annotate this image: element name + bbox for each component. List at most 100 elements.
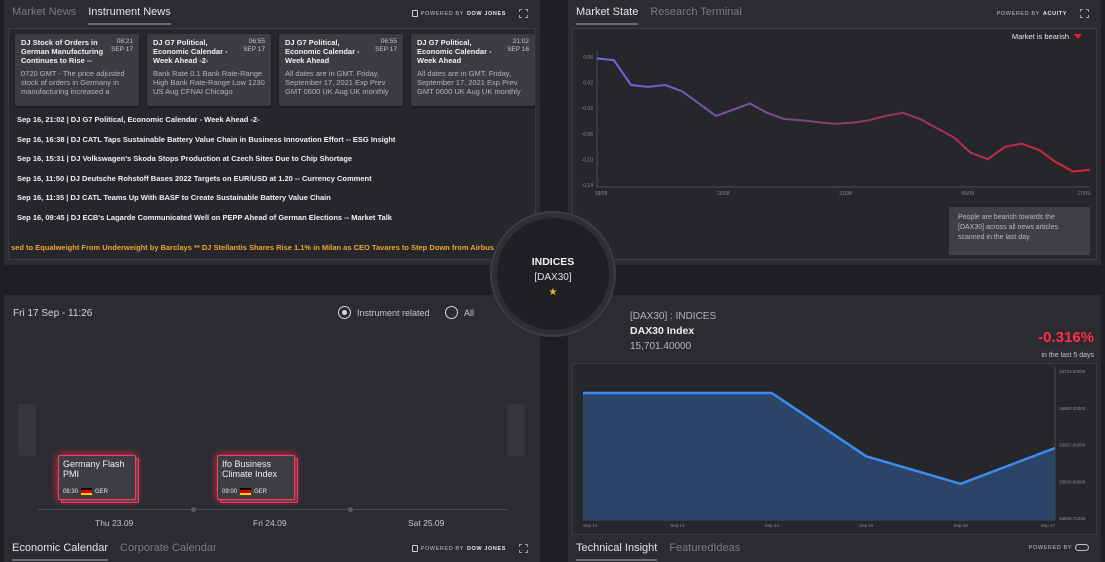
provider-logo-icon <box>1075 544 1089 551</box>
expand-icon[interactable] <box>519 9 528 18</box>
scroll-left-handle[interactable] <box>18 404 36 456</box>
powered-by-label: POWERED BY <box>996 10 1040 17</box>
filter-instrument-related[interactable]: Instrument related <box>338 306 430 319</box>
sentiment-chart-area: Market is bearish 0.06 0.02 -0.02 -0.06 -0.1… <box>572 28 1097 260</box>
headline-item[interactable]: Sep 16, 11:50 | DJ Deutsche Rohstoff Bas… <box>17 173 372 183</box>
instrument-header: [DAX30] : INDICES <box>630 311 717 322</box>
event-meta: 08:30 GER <box>63 488 108 495</box>
bearish-down-icon <box>1074 34 1082 39</box>
event-country: GER <box>95 488 109 495</box>
technical-tabs: Technical Insight FeaturedIdeas <box>576 542 740 561</box>
tab-market-news[interactable]: Market News <box>12 6 77 18</box>
news-tabs: Market News Instrument News <box>12 6 171 25</box>
event-time: 09:00 <box>222 488 238 495</box>
news-card-time: 06:55 SEP 17 <box>375 38 397 53</box>
y-tick-label: 15657.00000 <box>1059 443 1086 448</box>
news-card-body: All dates are in GMT. Friday, September … <box>285 69 389 96</box>
news-card-title: DJ G7 Political, Economic Calendar - Wee… <box>285 38 360 65</box>
filter-label: Instrument related <box>357 307 430 318</box>
y-tick-label: 0.02 <box>583 81 593 87</box>
filter-label: All <box>464 307 475 318</box>
news-card-title: DJ Stock of Orders in German Manufacturi… <box>21 38 104 65</box>
dow-jones-logo-icon <box>411 10 418 17</box>
event-meta: 09:00 GER <box>222 488 267 495</box>
headline-item[interactable]: Sep 16, 15:31 | DJ Volkswagen's Skoda St… <box>17 154 353 164</box>
expand-icon[interactable] <box>519 544 528 553</box>
tab-research-terminal[interactable]: Research Terminal <box>650 6 742 18</box>
tab-technical-insight[interactable]: Technical Insight <box>576 542 658 561</box>
headline-item[interactable]: Sep 16, 21:02 | DJ G7 Political, Economi… <box>17 115 260 124</box>
y-tick-label: 15630.00000 <box>1059 479 1086 484</box>
news-card[interactable]: DJ G7 Political, Economic Calendar - Wee… <box>411 34 535 106</box>
powered-by-provider: POWERED BY <box>1029 544 1089 551</box>
tab-instrument-news[interactable]: Instrument News <box>88 6 171 25</box>
headline-item[interactable]: Sep 16, 16:38 | DJ CATL Taps Sustainable… <box>17 134 396 144</box>
news-card-title: DJ G7 Political, Economic Calendar - Wee… <box>417 38 492 65</box>
headline-item[interactable]: Sep 16, 11:35 | DJ CATL Teams Up With BA… <box>17 193 331 203</box>
news-card[interactable]: DJ Stock of Orders in German Manufacturi… <box>15 34 139 106</box>
sentiment-line <box>596 57 1091 173</box>
x-tick-label: Sep 12 <box>583 523 598 528</box>
market-status-label: Market is bearish <box>1011 32 1069 41</box>
news-card[interactable]: DJ G7 Political, Economic Calendar - Wee… <box>279 34 403 106</box>
market-status: Market is bearish <box>1012 32 1082 41</box>
provider-label: DOW JONES <box>466 10 506 17</box>
instrument-value: 15,701.40000 <box>630 341 692 352</box>
scroll-right-handle[interactable] <box>507 404 525 456</box>
y-tick-label: -0.14 <box>582 183 594 189</box>
provider-label: DOW JONES <box>466 545 506 552</box>
news-cards: DJ Stock of Orders in German Manufacturi… <box>15 34 535 106</box>
filter-all[interactable]: All <box>445 306 474 319</box>
headline-item[interactable]: Sep 16, 09:45 | DJ ECB's Lagarde Communi… <box>17 212 392 222</box>
y-tick-label: 0.06 <box>583 55 593 61</box>
x-tick-label: Sep 16 <box>953 523 968 528</box>
day-label: Sat 25.09 <box>408 518 445 528</box>
price-chart: 15713.60000 15680.00000 15657.00000 15630.0… <box>583 367 1086 528</box>
news-content: DJ Stock of Orders in German Manufacturi… <box>8 28 536 260</box>
event-title: Ifo Business Climate Index <box>222 459 278 479</box>
calendar-panel: Fri 17 Sep - 11:26 Instrument related Al… <box>4 295 540 562</box>
headline-list: Sep 16, 21:02 | DJ G7 Political, Economi… <box>17 115 532 233</box>
calendar-tabs: Economic Calendar Corporate Calendar <box>12 542 217 561</box>
expand-icon[interactable] <box>1080 9 1089 18</box>
news-card-body: All dates are in GMT. Friday, September … <box>417 69 521 96</box>
favorite-star-icon[interactable]: ★ <box>548 287 558 298</box>
tab-economic-calendar[interactable]: Economic Calendar <box>12 542 108 561</box>
y-tick-label: 15680.00000 <box>1059 406 1086 411</box>
news-card-time: 06:55 SEP 17 <box>243 38 265 53</box>
x-tick-label: 19/08 <box>595 191 608 197</box>
radio-unselected-icon[interactable] <box>445 306 458 319</box>
timeline-dot <box>348 507 353 512</box>
news-panel: Market News Instrument News POWERED BY D… <box>4 0 540 265</box>
calendar-event[interactable]: Ifo Business Climate Index 09:00 GER <box>217 455 295 500</box>
news-card-body: 0720 GMT - The price adjusted stock of o… <box>21 69 125 96</box>
news-card-time: 08:21 SEP 17 <box>111 38 133 53</box>
calendar-event[interactable]: Germany Flash PMI 08:30 GER <box>58 455 136 500</box>
hub-symbol: [DAX30] <box>534 272 572 283</box>
price-change: -0.316% <box>1038 329 1094 346</box>
news-card-body: Bank Rate 0.1 Bank Rate-Range High Bank … <box>153 69 265 96</box>
tab-market-state[interactable]: Market State <box>576 6 639 25</box>
market-tabs: Market State Research Terminal <box>576 6 742 25</box>
germany-flag-icon <box>81 488 93 495</box>
event-time: 08:30 <box>63 488 79 495</box>
day-label: Fri 24.09 <box>253 518 287 528</box>
tab-corporate-calendar[interactable]: Corporate Calendar <box>120 542 217 554</box>
instrument-hub[interactable]: INDICES [DAX30] ★ <box>497 218 609 330</box>
news-ticker[interactable]: sed to Equalweight From Underweight by B… <box>11 243 495 252</box>
powered-by-dow-jones: POWERED BY DOW JONES <box>411 544 528 553</box>
radio-selected-icon[interactable] <box>338 306 351 319</box>
y-tick-label: 15713.60000 <box>1059 369 1086 374</box>
timeline-axis <box>38 509 508 510</box>
dow-jones-logo-icon <box>411 545 418 552</box>
tab-featured-ideas[interactable]: FeaturedIdeas <box>669 542 741 554</box>
news-card[interactable]: DJ G7 Political, Economic Calendar - Wee… <box>147 34 271 106</box>
y-tick-label: -0.02 <box>582 106 594 112</box>
y-tick-label: -0.06 <box>582 132 594 138</box>
powered-by-label: POWERED BY <box>420 545 464 552</box>
powered-by-dow-jones: POWERED BY DOW JONES <box>411 9 528 18</box>
powered-by-label: POWERED BY <box>1028 544 1072 551</box>
hub-category: INDICES <box>531 256 575 268</box>
x-tick-label: Sep 15 <box>859 523 874 528</box>
